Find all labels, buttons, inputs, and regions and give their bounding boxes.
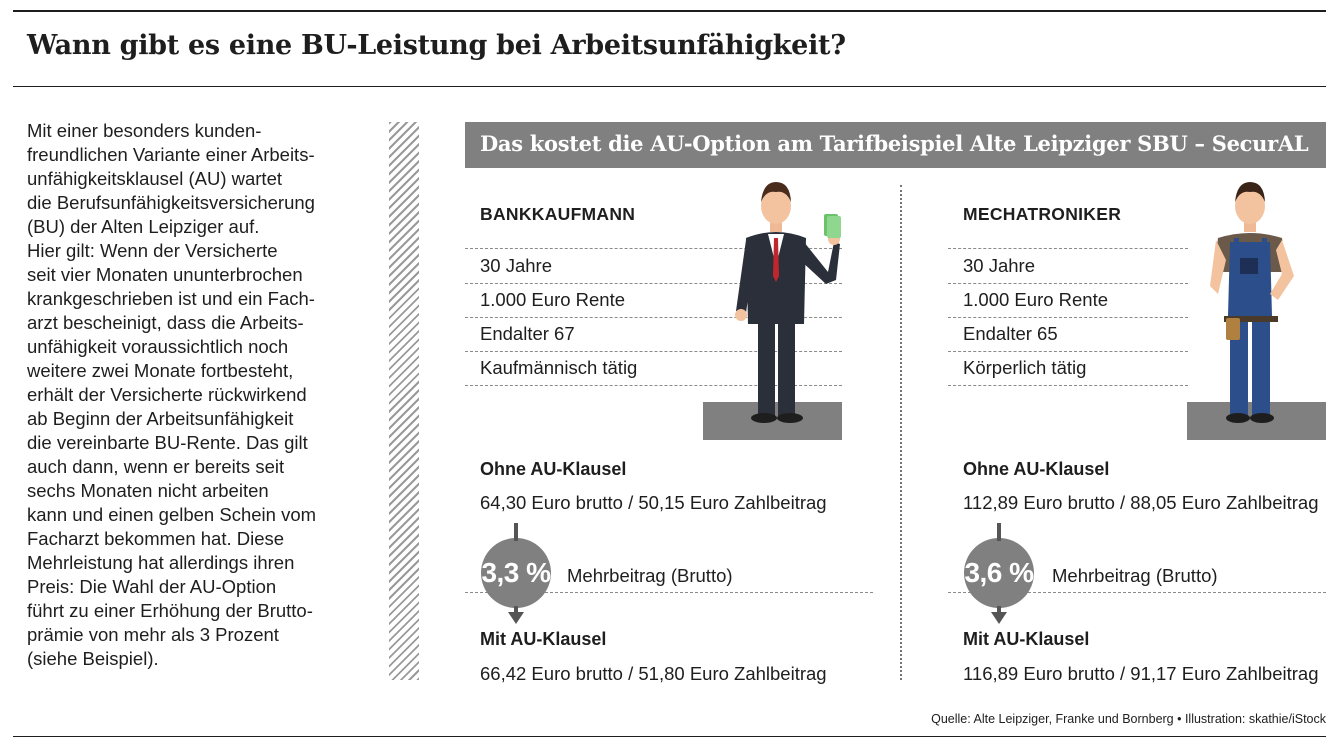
column-divider (900, 185, 902, 680)
intro-line: freundlichen Variante einer Arbeits- (27, 144, 315, 165)
with-au-label: Mit AU-Klausel (480, 629, 607, 649)
title-banner: Das kostet die AU-Option am Tarifbeispie… (465, 122, 1326, 168)
banner-title: Das kostet die AU-Option am Tarifbeispie… (480, 131, 1309, 156)
intro-line: Facharzt bekommen hat. Diese (27, 528, 285, 549)
intro-line: sechs Monaten nicht arbeiten (27, 480, 269, 501)
without-au-label: Ohne AU-Klausel (963, 459, 1110, 479)
without-au-value: 112,89 Euro brutto / 88,05 Euro Zahlbeit… (963, 492, 1319, 513)
dashed-line (948, 248, 1188, 249)
percent-value: 3,3 % (481, 557, 551, 588)
intro-line: (BU) der Alten Leipziger auf. (27, 216, 260, 237)
with-au-label: Mit AU-Klausel (963, 629, 1090, 649)
without-au-value: 64,30 Euro brutto / 50,15 Euro Zahlbeitr… (480, 492, 827, 513)
intro-line: kann und einen gelben Schein vom (27, 504, 317, 525)
bottom-rule (13, 736, 1326, 737)
percent-value: 3,6 % (964, 557, 1034, 588)
intro-line: unfähigkeit voraussichtlich noch (27, 336, 289, 357)
attr-end-age: Endalter 65 (963, 323, 1058, 344)
intro-line: Mehrleistung hat allerdings ihren (27, 552, 295, 573)
businessman-icon (735, 182, 841, 423)
dashed-line (465, 592, 873, 593)
dashed-line (948, 592, 1326, 593)
arrow-stem-bottom (514, 606, 518, 614)
intro-line: erhält der Versicherte rückwirkend (27, 384, 307, 405)
surcharge-label: Mehrbeitrag (Brutto) (1052, 565, 1218, 586)
intro-text: Mit einer besonders kunden- freundlichen… (27, 119, 357, 671)
without-au-label: Ohne AU-Klausel (480, 459, 627, 479)
arrow-stem-top (514, 523, 518, 541)
percent-badge: 3,6 % (964, 538, 1034, 608)
intro-line: ab Beginn der Arbeitsunfähigkeit (27, 408, 294, 429)
intro-line: arzt bescheinigt, dass die Arbeits- (27, 312, 304, 333)
with-au-value: 66,42 Euro brutto / 51,80 Euro Zahlbeitr… (480, 663, 827, 684)
intro-line: Hier gilt: Wenn der Versicherte (27, 240, 278, 261)
intro-line: unfähigkeitsklausel (AU) wartet (27, 168, 282, 189)
intro-line: auch dann, wenn er bereits seit (27, 456, 285, 477)
dashed-line (948, 351, 1188, 352)
intro-line: (siehe Beispiel). (27, 648, 159, 669)
intro-line: Mit einer besonders kunden- (27, 120, 262, 141)
dashed-line (465, 317, 842, 318)
profile-name: BANKKAUFMANN (480, 204, 636, 224)
arrow-stem-top (997, 523, 1001, 541)
attr-age: 30 Jahre (963, 255, 1035, 276)
intro-line: krankgeschrieben ist und ein Fach- (27, 288, 315, 309)
dashed-line (465, 385, 842, 386)
intro-line: prämie von mehr als 3 Prozent (27, 624, 279, 645)
top-rule (13, 10, 1326, 12)
arrow-down-icon (991, 612, 1007, 624)
dashed-line (465, 283, 842, 284)
arrow-stem-bottom (997, 606, 1001, 614)
headline: Wann gibt es eine BU-Leistung bei Arbeit… (27, 30, 846, 61)
profile-name: MECHATRONIKER (963, 204, 1122, 224)
hatched-separator (389, 122, 419, 680)
headline-rule (13, 86, 1326, 87)
attr-activity: Körperlich tätig (963, 357, 1087, 378)
attr-age: 30 Jahre (480, 255, 552, 276)
dashed-line (948, 283, 1188, 284)
intro-line: führt zu einer Erhöhung der Brutto- (27, 600, 313, 621)
dashed-line (948, 385, 1188, 386)
dashed-line (465, 248, 842, 249)
arrow-down-icon (508, 612, 524, 624)
surcharge-label: Mehrbeitrag (Brutto) (567, 565, 733, 586)
mechanic-icon (1210, 182, 1294, 423)
intro-line: die vereinbarte BU-Rente. Das gilt (27, 432, 308, 453)
intro-line: seit vier Monaten ununterbrochen (27, 264, 303, 285)
source-credit: Quelle: Alte Leipziger, Franke und Bornb… (931, 712, 1326, 726)
attr-pension: 1.000 Euro Rente (480, 289, 626, 310)
percent-badge: 3,3 % (481, 538, 551, 608)
dashed-line (465, 351, 842, 352)
attr-end-age: Endalter 67 (480, 323, 575, 344)
with-au-value: 116,89 Euro brutto / 91,17 Euro Zahlbeit… (963, 663, 1319, 684)
intro-line: Preis: Die Wahl der AU-Option (27, 576, 277, 597)
attr-activity: Kaufmännisch tätig (480, 357, 638, 378)
intro-line: weitere zwei Monate fortbesteht, (27, 360, 294, 381)
dashed-line (948, 317, 1188, 318)
attr-pension: 1.000 Euro Rente (963, 289, 1109, 310)
intro-line: die Berufsunfähigkeitsversicherung (27, 192, 315, 213)
